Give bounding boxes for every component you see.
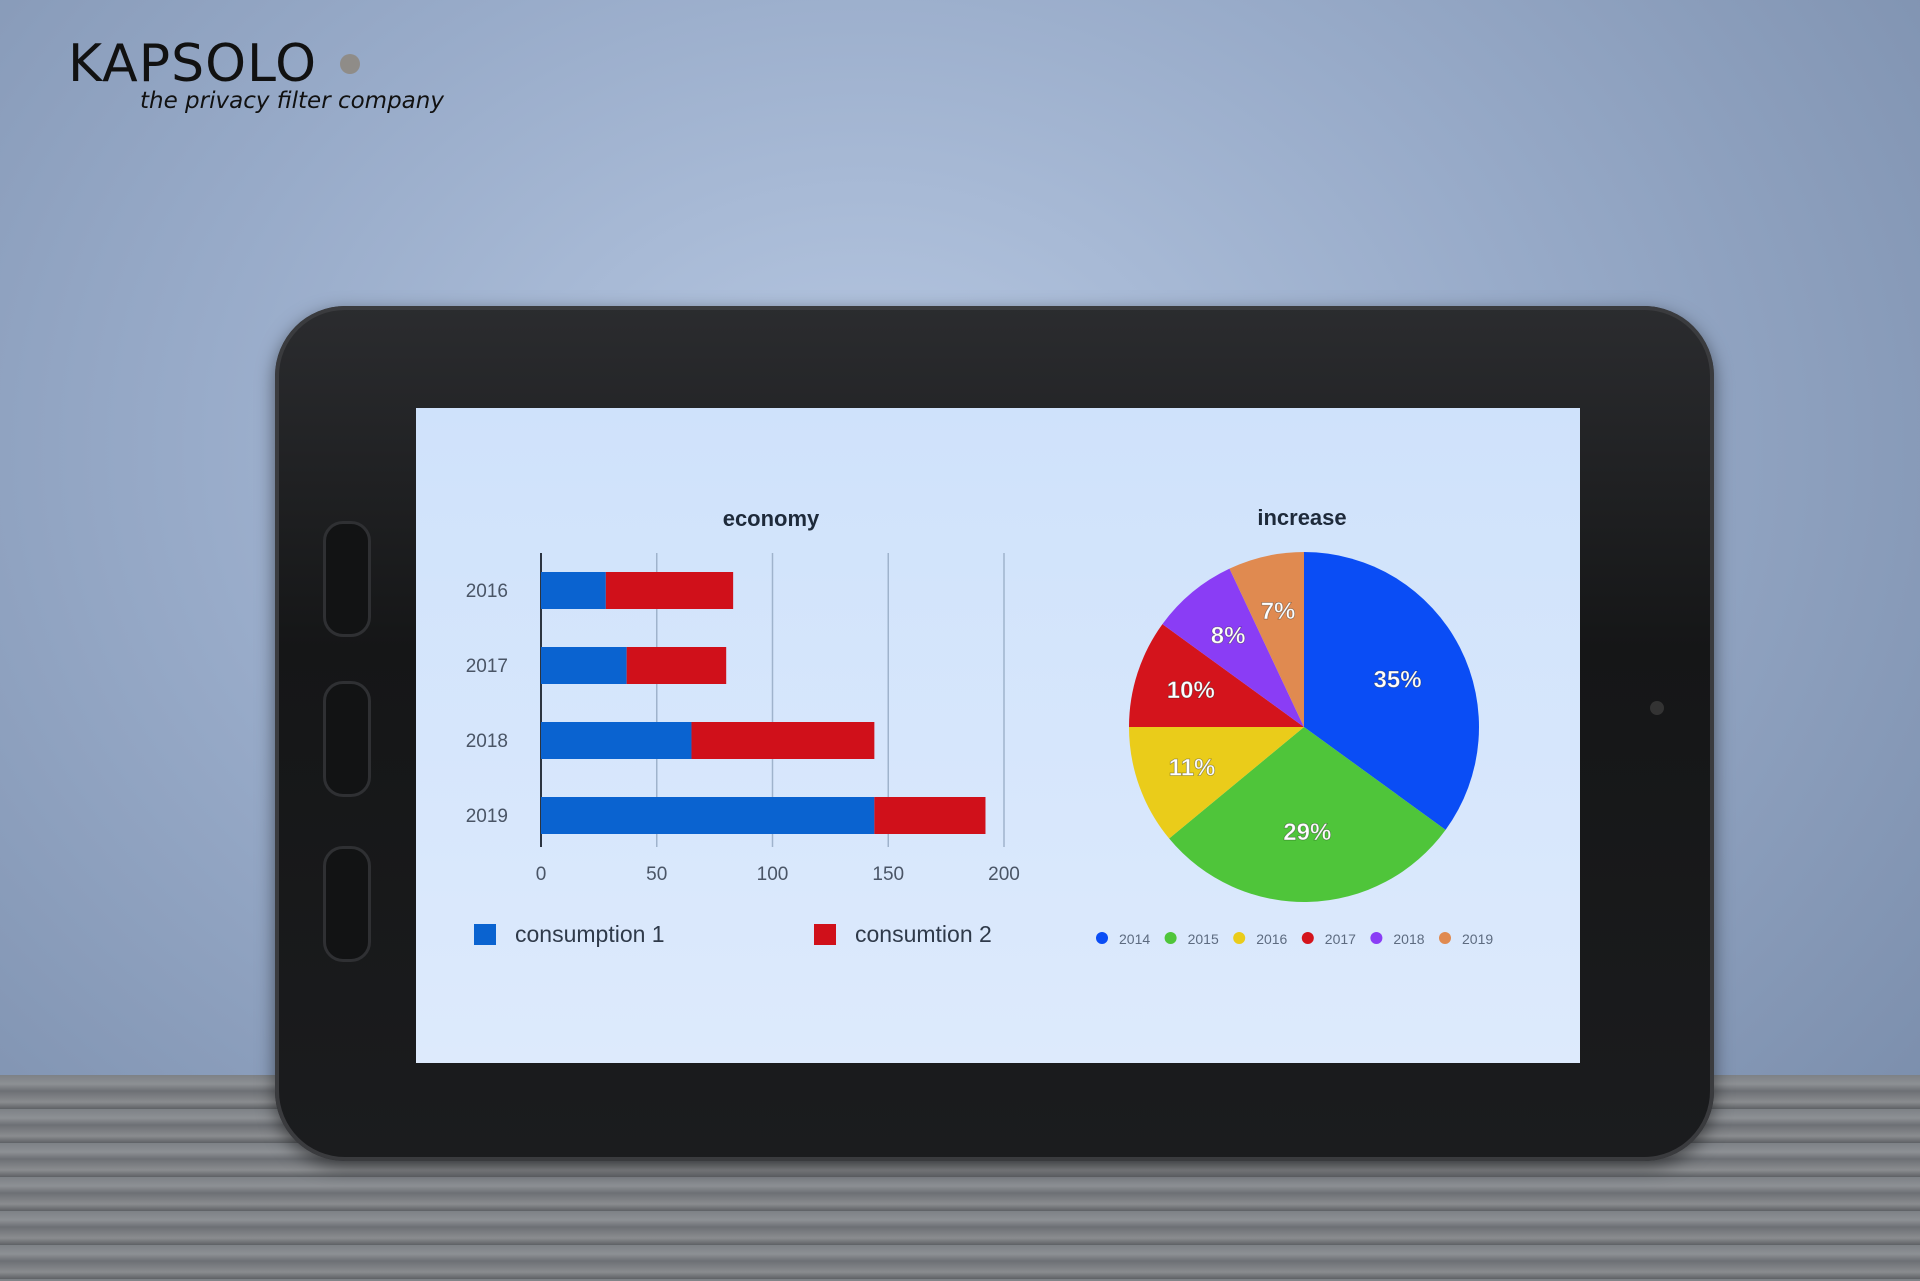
bar-1-2017 xyxy=(541,647,627,684)
pie-data-label: 35% xyxy=(1374,666,1422,693)
legend-label: 2017 xyxy=(1325,931,1356,947)
y-tick-label: 2016 xyxy=(466,581,508,602)
tablet-button-recent[interactable] xyxy=(323,521,371,637)
pie-chart-title: increase xyxy=(1257,505,1346,530)
x-tick-label: 0 xyxy=(536,864,547,885)
pie-data-label: 8% xyxy=(1211,622,1246,649)
x-tick-label: 150 xyxy=(872,864,904,885)
legend-dot xyxy=(1301,932,1314,944)
logo-tagline: the privacy filter company xyxy=(140,88,444,114)
legend-dot xyxy=(1439,932,1451,944)
pie-slice-2017 xyxy=(1129,624,1304,727)
x-tick-label: 200 xyxy=(988,864,1020,885)
pie-slice-2019 xyxy=(1229,552,1304,727)
y-tick-label: 2018 xyxy=(466,731,508,752)
y-tick-label: 2019 xyxy=(466,806,508,827)
bar-1-2016 xyxy=(541,572,606,609)
pie-data-label: 29% xyxy=(1283,819,1331,846)
tablet-button-back[interactable] xyxy=(323,846,371,962)
y-tick-label: 2017 xyxy=(466,656,508,677)
legend-label: 2014 xyxy=(1119,931,1150,947)
bar-1-2018 xyxy=(541,722,692,759)
pie-data-label: 11% xyxy=(1169,754,1216,781)
bar-2-2018 xyxy=(691,722,875,759)
legend-swatch xyxy=(814,924,836,945)
pie-data-label: 10% xyxy=(1167,677,1215,704)
bar-2-2017 xyxy=(626,647,727,684)
bar-2-2019 xyxy=(874,797,986,834)
legend-label: 2019 xyxy=(1462,931,1493,947)
pie-slice-2015 xyxy=(1169,727,1446,903)
logo: KAPSOLO the privacy filter company xyxy=(68,34,444,114)
x-tick-label: 50 xyxy=(646,864,667,885)
tablet-button-home[interactable] xyxy=(323,681,371,797)
legend-dot xyxy=(1096,932,1108,944)
bar-chart-title: economy xyxy=(723,506,820,531)
legend-label: 2016 xyxy=(1256,931,1287,947)
legend-label: 2018 xyxy=(1393,931,1424,947)
pie-slice-2014 xyxy=(1304,552,1480,830)
logo-dot xyxy=(340,54,360,74)
legend-label: 2015 xyxy=(1188,931,1219,947)
pie-data-label: 7% xyxy=(1261,598,1296,625)
bar-2-2016 xyxy=(605,572,734,609)
legend-dot xyxy=(1233,932,1246,944)
legend-dot xyxy=(1370,932,1383,944)
pie-slice-2016 xyxy=(1129,727,1304,839)
legend-dot xyxy=(1164,932,1177,944)
camera-icon xyxy=(1650,701,1664,715)
legend-swatch xyxy=(474,924,496,945)
bar-1-2019 xyxy=(541,797,875,834)
x-tick-label: 100 xyxy=(757,864,789,885)
legend-label: consumtion 2 xyxy=(855,921,992,947)
logo-name: KAPSOLO xyxy=(68,34,318,94)
pie-slice-2018 xyxy=(1162,568,1304,727)
legend-label: consumption 1 xyxy=(515,921,665,947)
